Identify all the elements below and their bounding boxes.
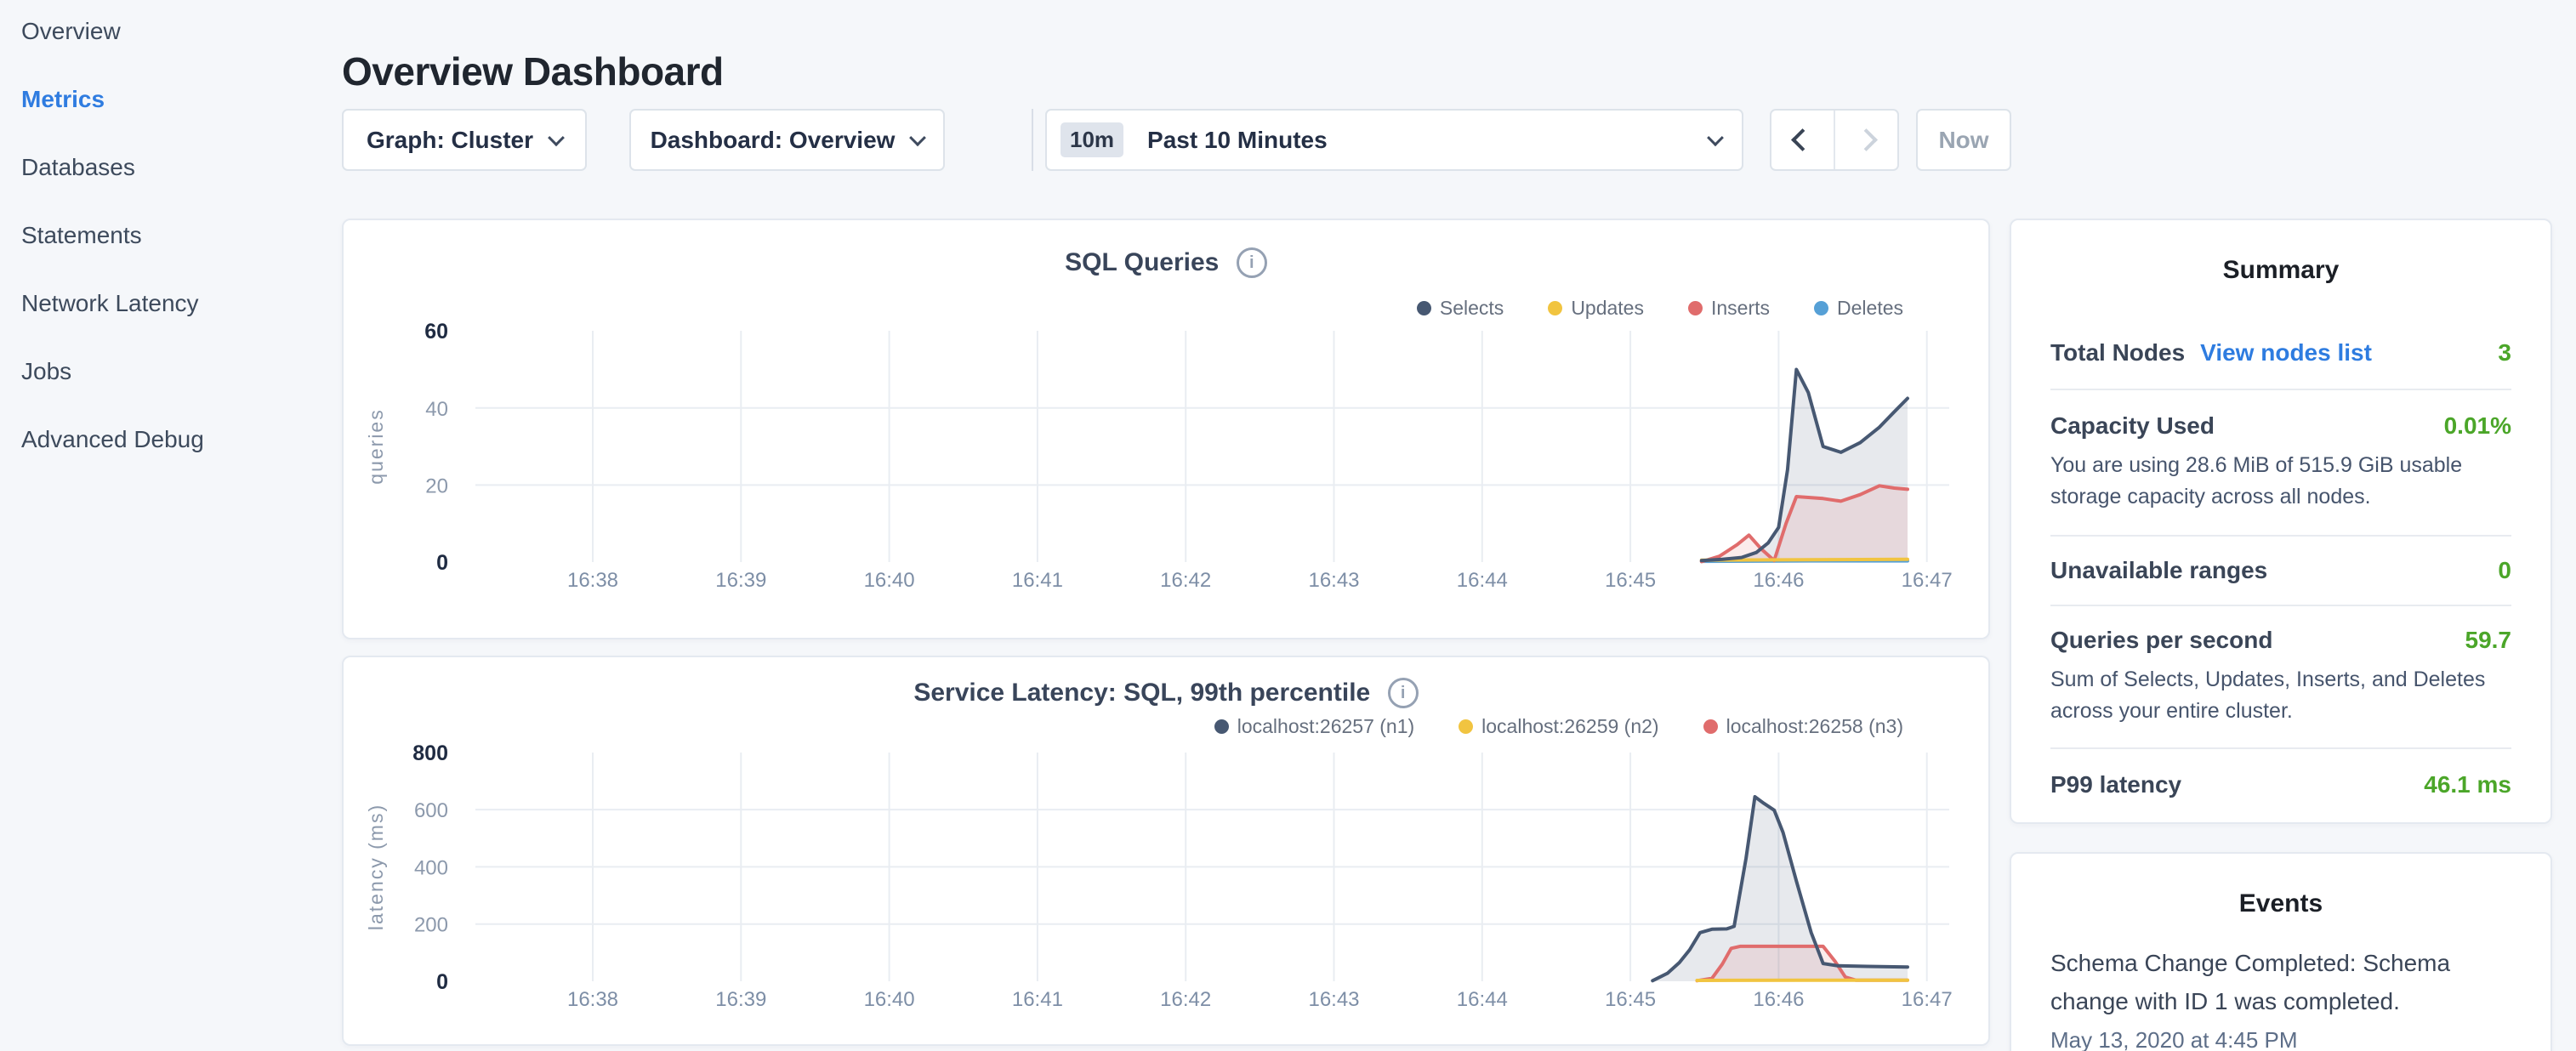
db-console-page: Overview Metrics Databases Statements Ne… (0, 0, 2576, 1051)
summary-description: You are using 28.6 MiB of 515.9 GiB usab… (2050, 450, 2511, 513)
svg-text:40: 40 (425, 398, 448, 421)
summary-value: 46.1 ms (2424, 771, 2511, 798)
graph-dropdown-label: Graph: Cluster (367, 127, 533, 154)
dashboard-dropdown[interactable]: Dashboard: Overview (629, 109, 945, 171)
summary-label: Unavailable ranges (2050, 557, 2267, 584)
svg-text:16:41: 16:41 (1012, 569, 1063, 592)
summary-label: Total Nodes (2050, 339, 2185, 366)
chevron-down-icon (1707, 129, 1724, 146)
svg-text:16:47: 16:47 (1902, 988, 1953, 1011)
svg-text:0: 0 (436, 970, 448, 994)
svg-text:16:41: 16:41 (1012, 988, 1063, 1011)
svg-text:800: 800 (412, 741, 448, 765)
graph-dropdown[interactable]: Graph: Cluster (342, 109, 587, 171)
svg-text:16:44: 16:44 (1457, 988, 1508, 1011)
svg-text:16:40: 16:40 (864, 569, 915, 592)
svg-text:16:39: 16:39 (715, 988, 766, 1011)
summary-label: Queries per second (2050, 627, 2272, 654)
summary-label: P99 latency (2050, 771, 2181, 798)
svg-text:600: 600 (414, 799, 448, 822)
svg-text:latency (ms): latency (ms) (365, 804, 387, 930)
summary-panel: Summary Total Nodes View nodes list 3 Ca… (2010, 219, 2552, 824)
summary-value: 0.01% (2444, 412, 2511, 440)
svg-text:16:44: 16:44 (1457, 569, 1508, 592)
svg-text:16:43: 16:43 (1308, 988, 1359, 1011)
svg-text:60: 60 (424, 320, 448, 344)
sql-queries-chart-panel: SQL Queries i Selects Updates Inserts De… (342, 219, 1990, 639)
sidebar-item-overview[interactable]: Overview (21, 19, 121, 44)
page-title: Overview Dashboard (342, 48, 724, 94)
summary-row-queries-per-second: Queries per second 59.7 Sum of Selects, … (2050, 605, 2511, 747)
summary-row-unavailable-ranges: Unavailable ranges 0 (2050, 535, 2511, 605)
summary-value: 59.7 (2465, 627, 2512, 654)
summary-value: 3 (2498, 339, 2511, 366)
time-range-selector[interactable]: 10m Past 10 Minutes (1045, 109, 1743, 171)
sidebar-item-statements[interactable]: Statements (21, 223, 142, 248)
svg-text:16:38: 16:38 (567, 569, 618, 592)
svg-text:16:38: 16:38 (567, 988, 618, 1011)
svg-text:16:43: 16:43 (1308, 569, 1359, 592)
time-back-button[interactable] (1771, 111, 1835, 169)
event-message: Schema Change Completed: Schema change w… (2050, 944, 2511, 1020)
event-timestamp: May 13, 2020 at 4:45 PM (2050, 1027, 2511, 1051)
summary-value: 0 (2498, 557, 2511, 584)
summary-row-p99-latency: P99 latency 46.1 ms (2050, 747, 2511, 821)
summary-title: Summary (2011, 220, 2550, 285)
svg-text:queries: queries (365, 408, 387, 484)
events-title: Events (2011, 854, 2550, 918)
svg-text:16:45: 16:45 (1605, 988, 1656, 1011)
time-forward-button[interactable] (1835, 111, 1897, 169)
chevron-right-icon (1855, 128, 1878, 151)
sidebar-item-metrics[interactable]: Metrics (21, 87, 105, 112)
sql-queries-chart[interactable]: 16:38 16:39 16:40 16:41 16:42 16:43 16:44 16:45… (344, 220, 1988, 638)
svg-text:16:47: 16:47 (1902, 569, 1953, 592)
now-button[interactable]: Now (1916, 109, 2011, 171)
sidebar-item-network-latency[interactable]: Network Latency (21, 291, 199, 316)
svg-text:16:46: 16:46 (1753, 988, 1804, 1011)
sidebar-item-jobs[interactable]: Jobs (21, 359, 71, 384)
now-button-label: Now (1938, 127, 1988, 154)
sidebar-item-databases[interactable]: Databases (21, 155, 135, 180)
summary-description: Sum of Selects, Updates, Inserts, and De… (2050, 664, 2511, 727)
service-latency-chart[interactable]: 16:38 16:39 16:40 16:41 16:42 16:43 16:44 16:45… (344, 657, 1988, 1044)
chevron-down-icon (548, 129, 565, 146)
svg-text:16:39: 16:39 (715, 569, 766, 592)
summary-row-capacity-used: Capacity Used 0.01% You are using 28.6 M… (2050, 389, 2511, 535)
svg-text:0: 0 (436, 551, 448, 575)
time-range-label: Past 10 Minutes (1147, 127, 1328, 154)
time-step-buttons (1770, 109, 1899, 171)
svg-text:16:40: 16:40 (864, 988, 915, 1011)
time-range-badge: 10m (1061, 122, 1123, 157)
svg-text:16:46: 16:46 (1753, 569, 1804, 592)
chevron-left-icon (1791, 128, 1814, 151)
summary-row-total-nodes: Total Nodes View nodes list 3 (2050, 317, 2511, 389)
svg-text:200: 200 (414, 914, 448, 937)
sidebar-item-advanced-debug[interactable]: Advanced Debug (21, 427, 204, 452)
svg-text:16:45: 16:45 (1605, 569, 1656, 592)
svg-text:400: 400 (414, 856, 448, 879)
dashboard-dropdown-label: Dashboard: Overview (651, 127, 896, 154)
svg-text:20: 20 (425, 474, 448, 497)
svg-text:16:42: 16:42 (1160, 569, 1211, 592)
view-nodes-list-link[interactable]: View nodes list (2200, 339, 2372, 366)
events-panel: Events Schema Change Completed: Schema c… (2010, 852, 2552, 1051)
svg-text:16:42: 16:42 (1160, 988, 1211, 1011)
chevron-down-icon (910, 129, 927, 146)
summary-label: Capacity Used (2050, 412, 2215, 440)
service-latency-chart-panel: Service Latency: SQL, 99th percentile i … (342, 656, 1990, 1046)
event-item[interactable]: Schema Change Completed: Schema change w… (2050, 944, 2511, 1051)
toolbar-divider (1032, 109, 1033, 171)
